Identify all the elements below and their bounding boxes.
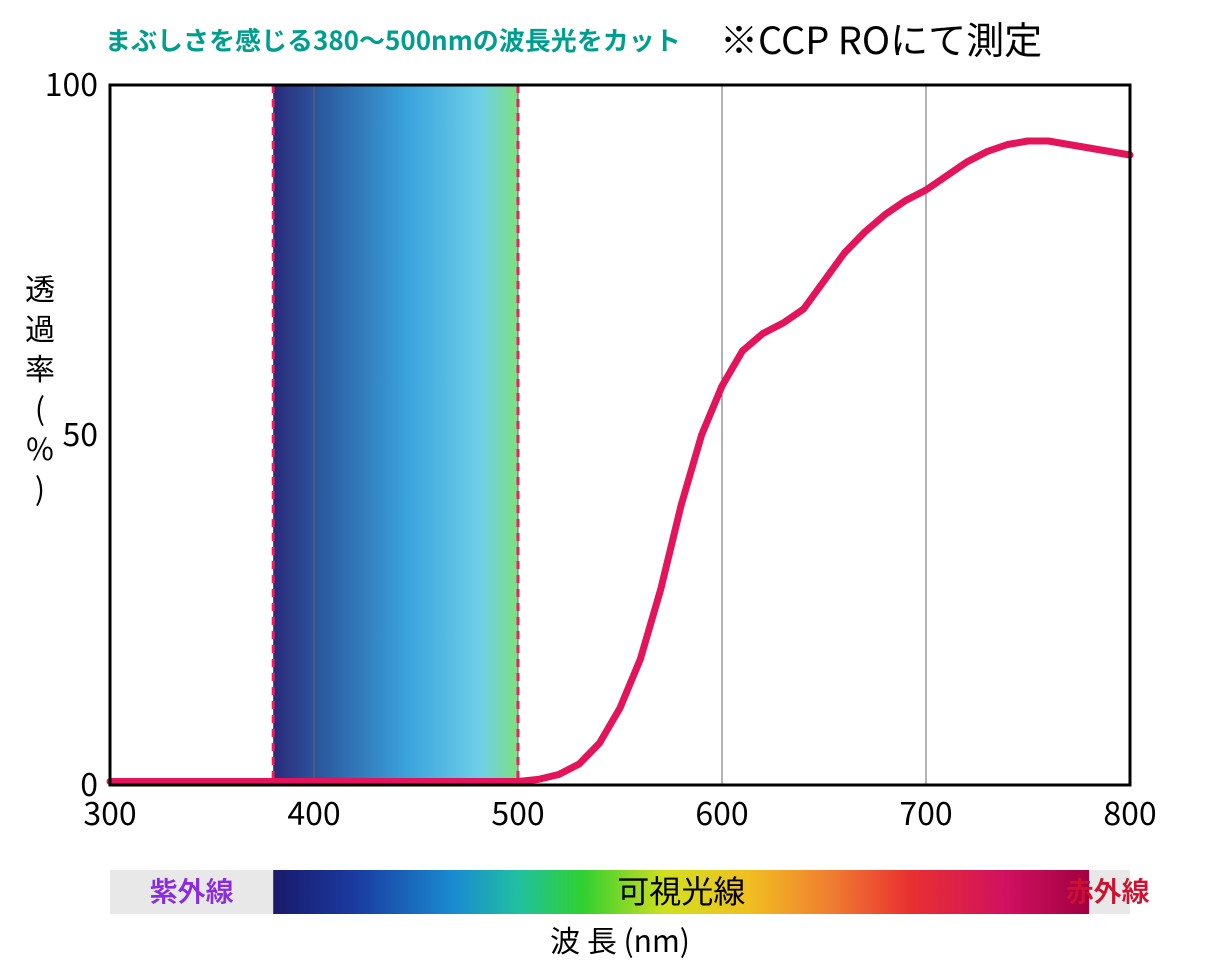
x-axis-label: 波 長 (nm) <box>550 917 690 961</box>
chart-container: { "canvas": { "width": 1222, "height": 9… <box>0 0 1222 962</box>
title-glare-cut: まぶしさを感じる380〜500nmの波長光をカット <box>105 21 681 58</box>
x-tick-label: 400 <box>287 789 340 835</box>
x-tick-label: 500 <box>491 789 544 835</box>
y-axis-label-char: 率 <box>25 345 55 389</box>
spectrum-uv-label: 紫外線 <box>150 871 234 911</box>
title-measurement-note: ※CCP ROにて測定 <box>720 10 1042 65</box>
y-axis-label-char: 過 <box>25 305 55 349</box>
y-tick-label: 50 <box>62 410 98 456</box>
plot-area <box>110 85 1130 785</box>
x-tick-label: 800 <box>1103 789 1156 835</box>
spectrum-ir-label: 赤外線 <box>1066 871 1150 911</box>
y-axis-label-char: 透 <box>25 265 55 309</box>
x-tick-label: 300 <box>83 789 136 835</box>
glare-band-fill <box>273 85 518 785</box>
y-axis-label-char: ( <box>35 385 45 429</box>
x-tick-label: 600 <box>695 789 748 835</box>
y-axis-label-char: % <box>26 425 54 469</box>
x-tick-label: 700 <box>899 789 952 835</box>
transmittance-chart: まぶしさを感じる380〜500nmの波長光をカット※CCP ROにて測定0501… <box>0 0 1222 962</box>
y-axis-label-char: ) <box>35 465 45 509</box>
spectrum-visible-label: 可視光線 <box>617 867 745 913</box>
y-tick-label: 100 <box>45 60 98 106</box>
